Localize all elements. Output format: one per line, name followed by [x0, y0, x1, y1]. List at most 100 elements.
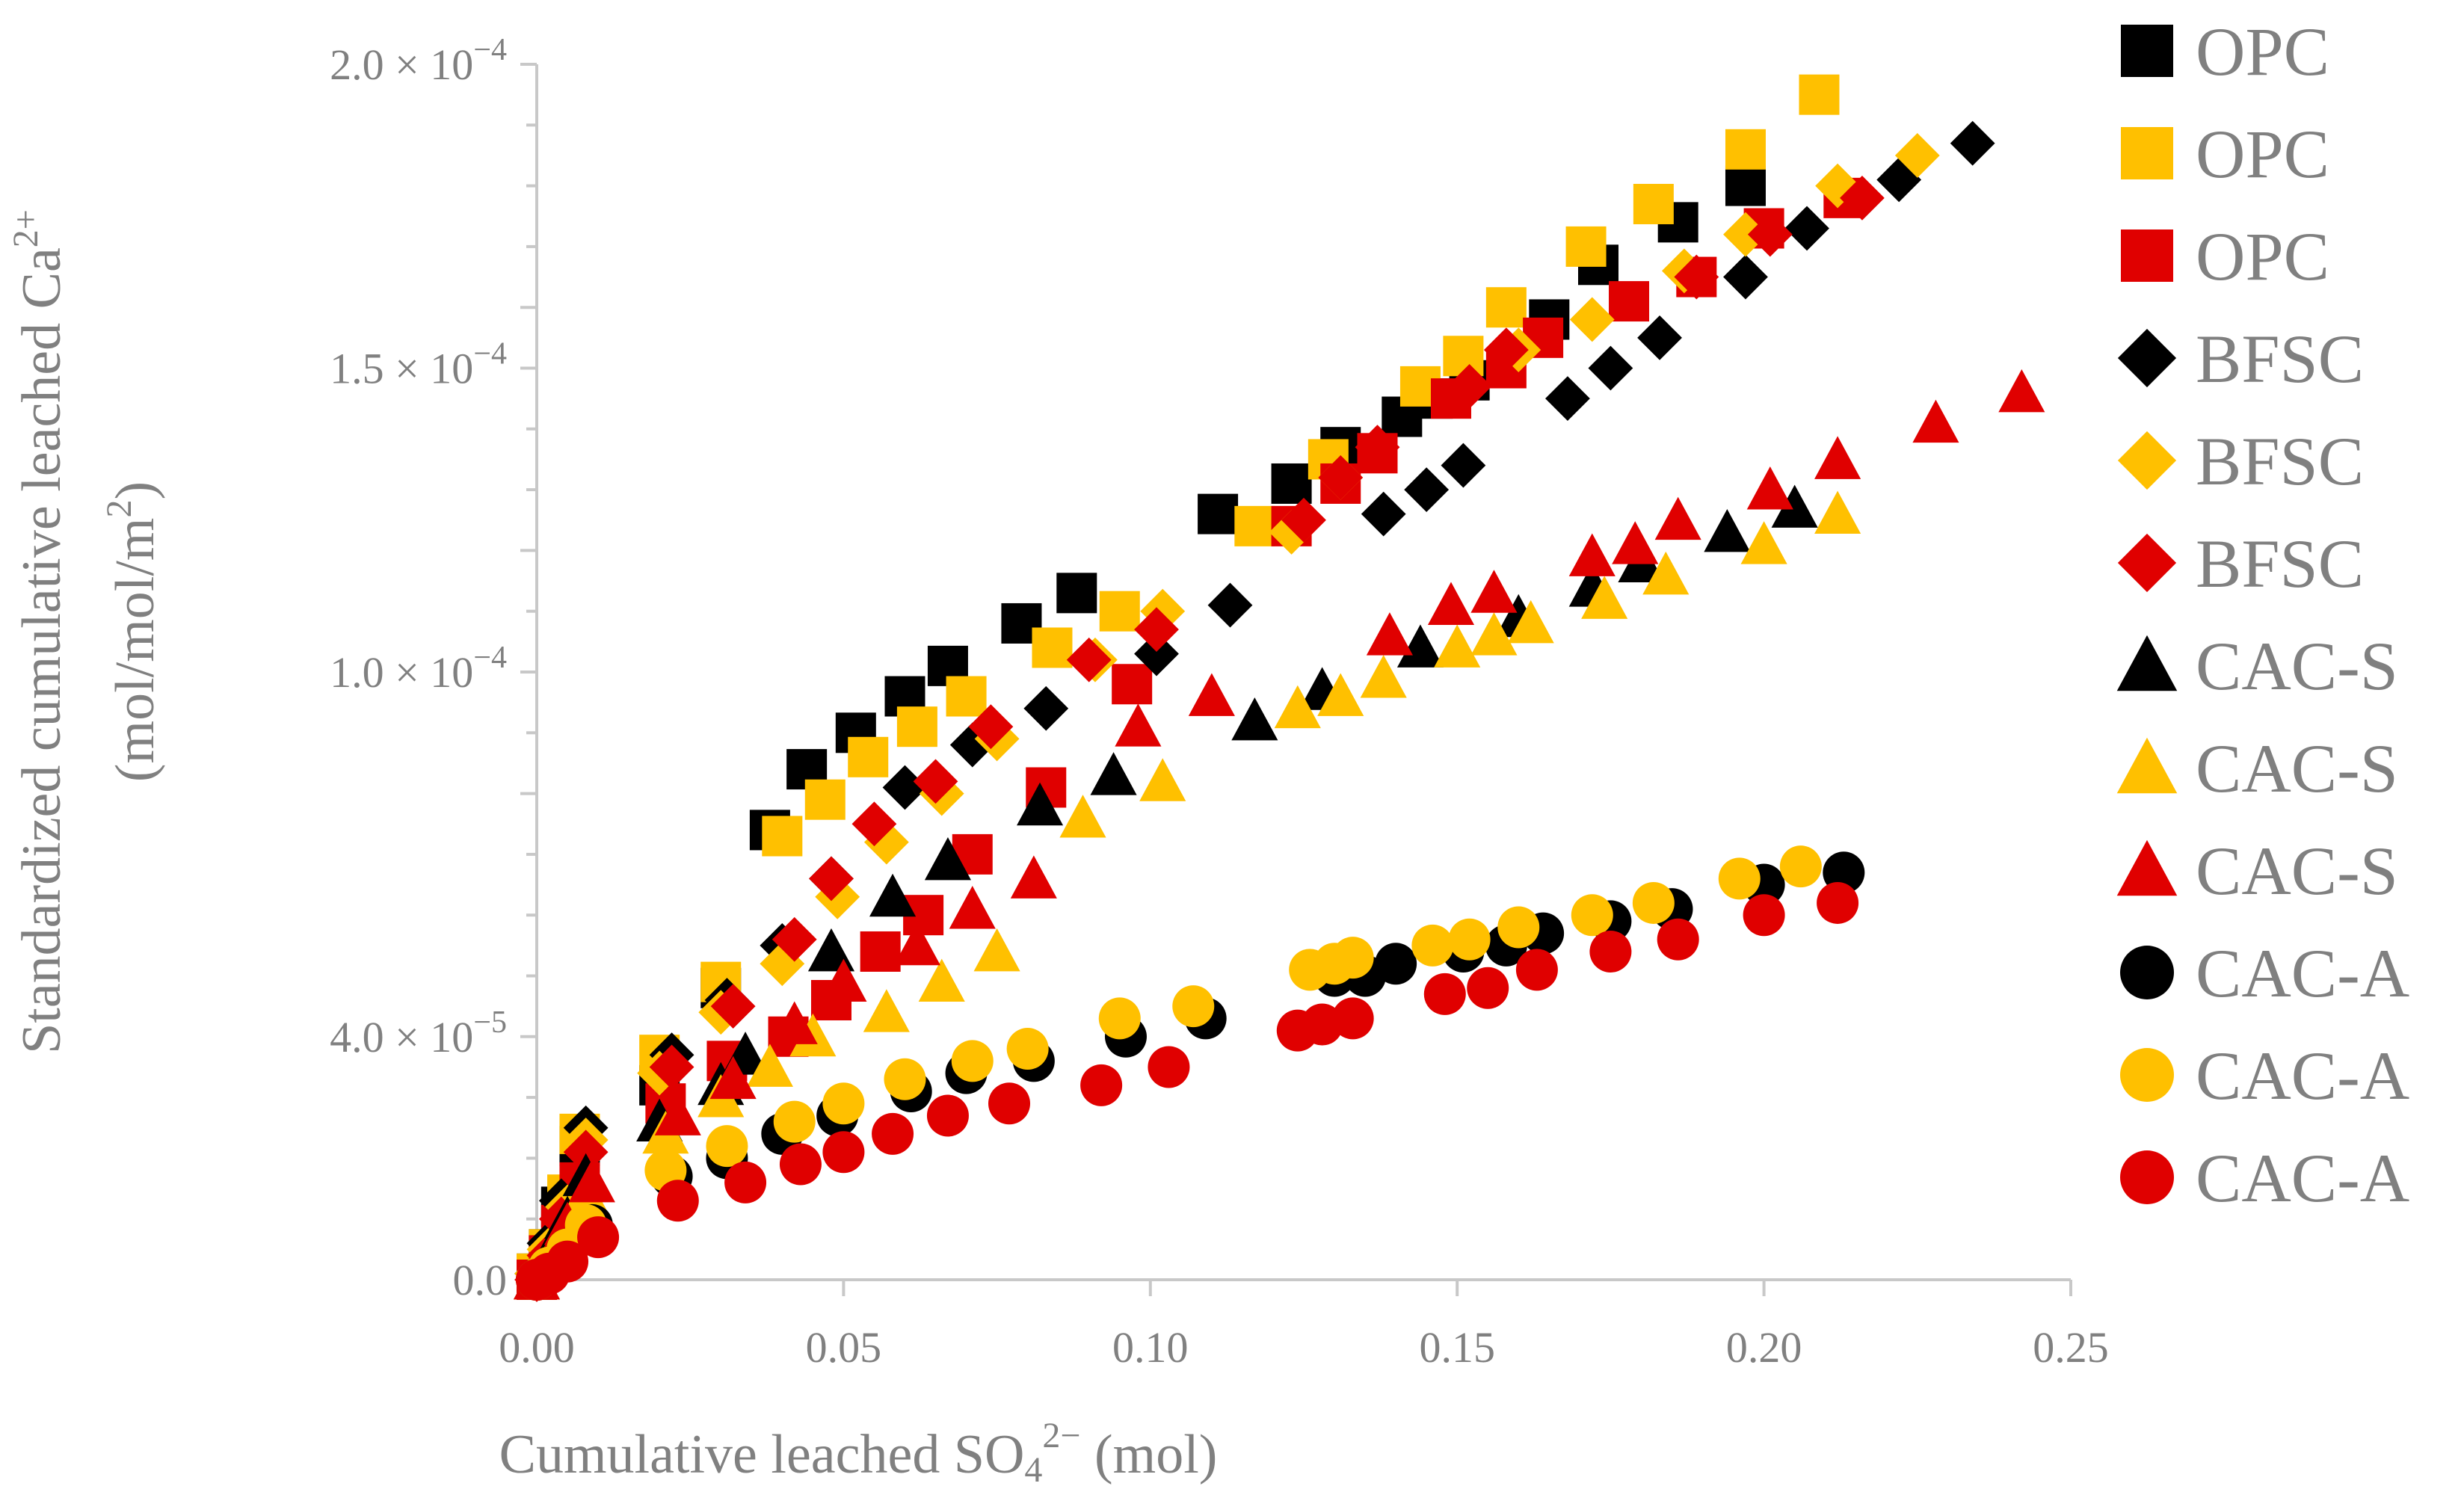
- data-point: [1633, 183, 1674, 224]
- legend-item: CAC-S: [2116, 628, 2398, 704]
- legend-marker: [2121, 127, 2173, 179]
- legend-label: CAC-A: [2196, 935, 2409, 1011]
- legend-item: BFSC: [2117, 525, 2364, 602]
- data-point: [1361, 491, 1406, 537]
- legend-marker: [2116, 635, 2178, 691]
- data-point: [1740, 521, 1787, 564]
- data-point: [913, 759, 958, 804]
- y-axis-title-line1: Standardized cumulative leached Ca2+: [6, 209, 73, 1054]
- data-point: [1632, 881, 1675, 924]
- legend-marker: [2116, 737, 2178, 794]
- legend-label: OPC: [2196, 218, 2329, 295]
- data-point: [1010, 855, 1057, 899]
- legend: OPC OPC OPC BFSC BFSC BFSC CAC-S CAC-S CAC-S CAC-…: [2116, 13, 2409, 1216]
- data-point: [1023, 685, 1069, 731]
- data-point: [656, 1180, 699, 1222]
- series-cac-a-11: [516, 881, 1859, 1301]
- data-point: [779, 1143, 822, 1186]
- legend-label: BFSC: [2196, 525, 2364, 602]
- data-point: [1017, 782, 1064, 826]
- data-point: [1148, 1046, 1190, 1088]
- data-point: [1912, 399, 1959, 443]
- data-point: [1366, 612, 1413, 656]
- data-point: [1612, 521, 1659, 564]
- legend-marker: [2120, 1150, 2174, 1204]
- data-point: [1654, 496, 1701, 540]
- data-point: [807, 928, 855, 972]
- data-point: [1271, 463, 1312, 504]
- data-point: [949, 722, 995, 768]
- legend-item: OPC: [2121, 116, 2329, 192]
- data-point: [1443, 336, 1484, 377]
- data-point: [1545, 376, 1590, 422]
- data-point: [951, 1040, 994, 1082]
- legend-label: CAC-S: [2196, 833, 2398, 909]
- legend-label: CAC-A: [2196, 1038, 2409, 1114]
- data-point: [924, 836, 971, 881]
- data-point: [1066, 637, 1112, 682]
- data-point: [809, 856, 854, 901]
- data-point: [1090, 752, 1137, 795]
- legend-label: OPC: [2196, 116, 2329, 192]
- data-point: [918, 958, 965, 1002]
- data-point: [1746, 466, 1793, 510]
- legend-item: CAC-A: [2120, 935, 2409, 1011]
- legend-item: CAC-A: [2120, 1140, 2409, 1216]
- data-point: [654, 1092, 701, 1135]
- data-point: [1056, 573, 1097, 614]
- legend-marker: [2121, 25, 2173, 77]
- data-point: [815, 874, 860, 919]
- data-point: [1427, 582, 1475, 625]
- data-point: [822, 1082, 865, 1125]
- data-point: [1139, 758, 1186, 801]
- data-point: [1188, 673, 1235, 716]
- data-point: [1497, 906, 1540, 949]
- data-point: [1411, 924, 1454, 967]
- data-point: [1784, 206, 1829, 251]
- data-point: [1099, 591, 1140, 632]
- data-point: [706, 1125, 748, 1168]
- y-tick-label: 1.0 × 10−4: [330, 641, 507, 697]
- data-point: [1231, 697, 1278, 741]
- data-point: [1274, 685, 1321, 729]
- data-point: [1515, 949, 1558, 991]
- data-point: [771, 1001, 818, 1044]
- data-point: [822, 1131, 865, 1174]
- data-point: [1396, 624, 1444, 668]
- legend-marker: [2116, 839, 2178, 896]
- data-point: [968, 704, 1014, 750]
- data-point: [1355, 425, 1400, 470]
- data-point: [893, 922, 940, 966]
- data-point: [1281, 497, 1326, 543]
- data-point: [1588, 345, 1633, 391]
- x-tick-label: 0.15: [1419, 1323, 1495, 1372]
- data-point: [863, 819, 909, 865]
- data-point: [973, 928, 1020, 972]
- data-point: [1723, 212, 1768, 257]
- data-point: [1704, 508, 1751, 552]
- data-point: [896, 706, 937, 748]
- data-point: [1470, 570, 1518, 613]
- data-point: [1815, 163, 1860, 209]
- data-point: [1799, 74, 1840, 115]
- x-axis-title: Cumulative leached SO42− (mol): [499, 1416, 1218, 1490]
- data-point: [1568, 533, 1616, 576]
- data-point: [1771, 484, 1818, 528]
- data-point: [1569, 297, 1615, 342]
- data-point: [1747, 212, 1793, 257]
- data-point: [1779, 845, 1822, 888]
- data-point: [1725, 165, 1766, 206]
- data-point: [1207, 582, 1253, 628]
- data-point: [710, 984, 756, 1029]
- x-tick-label: 0.00: [499, 1323, 575, 1372]
- data-point: [1318, 454, 1364, 500]
- data-point: [1448, 918, 1491, 961]
- data-point: [546, 1240, 589, 1283]
- legend-label: BFSC: [2196, 321, 2364, 397]
- legend-label: OPC: [2196, 13, 2329, 90]
- legend-marker: [2117, 533, 2177, 593]
- y-axis-title-line2: (mol/mol/m2): [99, 481, 166, 782]
- data-point: [1609, 281, 1650, 322]
- data-point: [1059, 795, 1106, 838]
- data-point: [1485, 287, 1527, 328]
